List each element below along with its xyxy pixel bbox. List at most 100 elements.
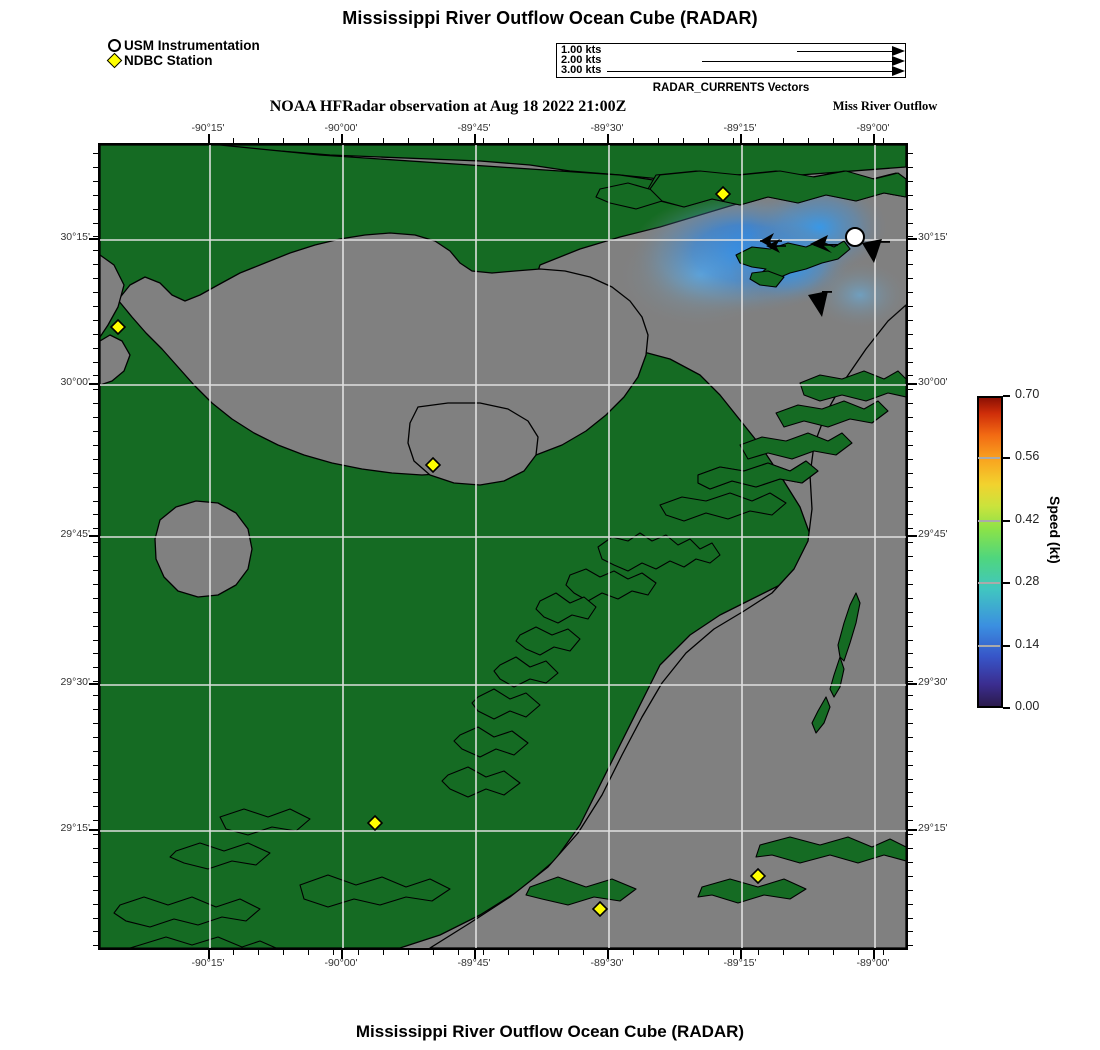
- colorbar-inner-tick: [978, 457, 1000, 460]
- colorbar-tick: [1003, 644, 1010, 647]
- axis-tick: [89, 683, 98, 685]
- axis-minor-tick: [908, 153, 913, 154]
- axis-minor-tick: [908, 486, 913, 488]
- vector-scale-label: 2.00 kts: [561, 54, 602, 66]
- axis-tick: [740, 950, 742, 959]
- vector-shaft: [702, 61, 892, 63]
- ndbc-station-marker: [424, 456, 442, 474]
- colorbar-tick-label: 0.42: [1015, 511, 1040, 526]
- axis-minor-tick: [208, 138, 209, 143]
- axis-minor-tick: [833, 138, 834, 143]
- delta-island-overlay: [649, 170, 906, 490]
- axis-minor-tick: [383, 950, 384, 955]
- axis-minor-tick: [908, 778, 913, 780]
- axis-minor-tick: [93, 820, 98, 822]
- axis-label-x: -89°45': [457, 957, 491, 969]
- axis-minor-tick: [93, 778, 98, 780]
- region-label: Miss River Outflow: [832, 99, 938, 113]
- axis-label-y: 29°45': [918, 528, 948, 540]
- axis-minor-tick: [908, 292, 913, 293]
- axis-minor-tick: [908, 472, 913, 474]
- axis-minor-tick: [93, 528, 98, 530]
- axis-minor-tick: [683, 138, 684, 143]
- axis-label-y: 29°45': [60, 528, 90, 540]
- current-vector-arrow: [810, 235, 838, 253]
- axis-minor-tick: [908, 820, 913, 822]
- axis-minor-tick: [908, 611, 913, 613]
- axis-minor-tick: [908, 653, 913, 655]
- axis-minor-tick: [908, 945, 913, 947]
- vector-scale-caption: RADAR_CURRENTS Vectors: [652, 82, 810, 94]
- footer-title: Mississippi River Outflow Ocean Cube (RA…: [355, 1022, 745, 1041]
- axis-minor-tick: [908, 903, 913, 905]
- vector-scale-row: 3.00 kts: [557, 65, 905, 77]
- circle-marker-icon: [108, 39, 121, 52]
- current-vector-arrow: [808, 291, 832, 317]
- axis-minor-tick: [508, 138, 509, 143]
- axis-minor-tick: [308, 950, 309, 955]
- axis-label-y: 30°15': [60, 231, 90, 243]
- colorbar-inner-tick: [978, 582, 1000, 585]
- axis-label-x: -89°15': [723, 957, 757, 969]
- vector-scale-row: 2.00 kts: [557, 54, 905, 67]
- axis-minor-tick: [93, 264, 98, 266]
- axis-minor-tick: [93, 153, 98, 154]
- axis-minor-tick: [758, 138, 759, 143]
- colorbar-tick-label: 0.00: [1015, 699, 1040, 713]
- axis-minor-tick: [533, 138, 534, 143]
- axis-minor-tick: [93, 431, 98, 432]
- axis-minor-tick: [93, 403, 98, 405]
- axis-label-x: -90°00': [324, 122, 358, 134]
- colorbar-tick: [1003, 395, 1010, 397]
- axis-minor-tick: [433, 950, 434, 955]
- axis-minor-tick: [558, 950, 559, 955]
- vector-shaft: [607, 71, 892, 73]
- axis-minor-tick: [93, 750, 98, 752]
- current-vectors-layer: [760, 233, 890, 317]
- axis-minor-tick: [408, 950, 409, 955]
- axis-tick: [474, 134, 476, 143]
- axis-minor-tick: [908, 792, 913, 794]
- axis-minor-tick: [908, 542, 913, 544]
- axis-minor-tick: [808, 950, 809, 955]
- axis-minor-tick: [93, 695, 98, 697]
- axis-tick: [341, 950, 343, 959]
- axis-tick: [908, 238, 917, 240]
- axis-minor-tick: [93, 236, 98, 238]
- axis-minor-tick: [258, 138, 259, 143]
- axis-minor-tick: [908, 236, 913, 238]
- axis-minor-tick: [93, 278, 98, 280]
- axis-minor-tick: [93, 709, 98, 710]
- axis-minor-tick: [908, 180, 913, 182]
- map-legend: USM Instrumentation NDBC Station: [106, 38, 260, 69]
- axis-minor-tick: [633, 950, 634, 955]
- axis-minor-tick: [458, 950, 459, 955]
- axis-minor-tick: [908, 639, 913, 641]
- colorbar-tick-label: 0.70: [1015, 387, 1040, 401]
- axis-minor-tick: [783, 138, 784, 143]
- vector-scale-row: 1.00 kts: [557, 45, 905, 57]
- axis-minor-tick: [908, 597, 913, 599]
- axis-minor-tick: [93, 194, 98, 196]
- axis-minor-tick: [93, 848, 98, 849]
- axis-minor-tick: [93, 681, 98, 683]
- axis-tick: [908, 535, 917, 537]
- axis-minor-tick: [93, 486, 98, 488]
- axis-minor-tick: [908, 500, 913, 502]
- axis-minor-tick: [208, 950, 209, 955]
- axis-minor-tick: [433, 138, 434, 143]
- axis-minor-tick: [93, 597, 98, 599]
- axis-minor-tick: [333, 138, 334, 143]
- station-markers-layer: [109, 185, 865, 918]
- axis-minor-tick: [93, 375, 98, 377]
- axis-label-x: -89°30': [590, 957, 624, 969]
- axis-tick: [908, 383, 917, 385]
- axis-minor-tick: [358, 950, 359, 955]
- axis-minor-tick: [93, 500, 98, 502]
- colorbar-tick: [1003, 457, 1010, 460]
- axis-tick: [89, 383, 98, 385]
- vector-shaft: [797, 51, 892, 53]
- axis-minor-tick: [858, 138, 859, 143]
- axis-minor-tick: [93, 222, 98, 224]
- map-plot-area[interactable]: [98, 143, 908, 950]
